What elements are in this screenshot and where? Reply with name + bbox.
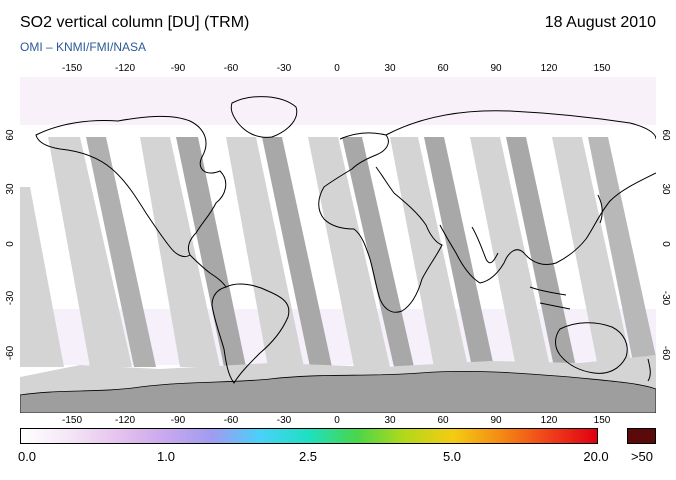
lon-tick-top: -150 [61, 63, 82, 74]
europe-africa-coast [318, 132, 443, 313]
lon-tick-bottom: -90 [170, 415, 186, 426]
lon-tick-bottom: 30 [384, 415, 396, 426]
orbit-swath [262, 137, 332, 367]
orbit-swath [86, 137, 156, 367]
antarctica [20, 370, 656, 413]
coastlines [35, 96, 656, 384]
lon-tick-bottom: -30 [276, 415, 292, 426]
lon-tick-bottom: -60 [223, 415, 239, 426]
australia-coast [555, 322, 628, 374]
lon-tick-bottom: 120 [540, 415, 558, 426]
lon-tick-top: -90 [170, 63, 186, 74]
colorbar-label: >50 [630, 449, 654, 464]
orbit-swath [506, 137, 576, 367]
lon-tick-top: 30 [384, 63, 396, 74]
lon-tick-bottom: -120 [114, 415, 135, 426]
lat-tick-right: -30 [660, 290, 671, 306]
arctic-data-noise [20, 77, 656, 125]
lon-tick-top: -30 [276, 63, 292, 74]
lat-tick-left: -30 [5, 290, 16, 306]
lon-tick-bottom: -150 [61, 415, 82, 426]
lon-tick-top: 150 [593, 63, 611, 74]
south-america-coast [211, 283, 290, 384]
lat-tick-right: 60 [660, 129, 671, 141]
greenland-coast [230, 96, 298, 138]
orbit-swath [48, 137, 132, 367]
orbit-swath [552, 137, 632, 367]
lat-tick-left: 60 [5, 129, 16, 141]
lon-tick-top: 90 [490, 63, 502, 74]
colorbar-label: 5.0 [442, 449, 462, 464]
orbit-swath [140, 137, 220, 367]
lon-tick-top: 0 [334, 63, 340, 74]
southeast-asia-islands [529, 286, 571, 310]
north-america-coast [35, 115, 227, 258]
japan-coast [597, 194, 603, 224]
lat-tick-left: -60 [5, 345, 16, 361]
so2-colorbar [20, 428, 598, 444]
colorbar-label: 2.5 [298, 449, 318, 464]
lon-tick-top: -120 [114, 63, 135, 74]
central-america-coast [189, 254, 227, 288]
lat-tick-right: 0 [660, 241, 671, 247]
colorbar-label: 20.0 [583, 449, 609, 464]
lon-tick-bottom: 90 [490, 415, 502, 426]
so2-world-map [20, 77, 656, 413]
orbit-swath [342, 137, 414, 367]
orbit-swath [176, 137, 246, 367]
orbit-swath [588, 137, 656, 367]
lon-tick-bottom: 150 [593, 415, 611, 426]
colorbar-label: 1.0 [156, 449, 176, 464]
orbit-swath [424, 137, 494, 367]
orbit-swath [20, 187, 64, 367]
map-title: SO2 vertical column [DU] (TRM) [20, 14, 250, 31]
new-zealand-coast [647, 358, 651, 382]
data-credit: OMI – KNMI/FMI/NASA [20, 40, 147, 54]
lat-tick-right: 30 [660, 183, 671, 195]
orbit-swath [226, 137, 304, 367]
orbit-swaths [20, 137, 656, 367]
lon-tick-top: -60 [223, 63, 239, 74]
lat-tick-left: 0 [5, 241, 16, 247]
map-date: 18 August 2010 [544, 14, 656, 31]
colorbar-overflow-swatch [627, 428, 656, 444]
orbit-swath [470, 137, 550, 367]
lon-tick-bottom: 60 [437, 415, 449, 426]
india-coast [471, 226, 499, 264]
orbit-swath [390, 137, 468, 367]
lon-tick-top: 60 [437, 63, 449, 74]
lat-tick-right: -60 [660, 345, 671, 361]
lat-tick-left: 30 [5, 183, 16, 195]
orbit-swath [308, 137, 390, 367]
colorbar-label: 0.0 [17, 449, 37, 464]
lon-tick-bottom: 0 [334, 415, 340, 426]
lon-tick-top: 120 [540, 63, 558, 74]
